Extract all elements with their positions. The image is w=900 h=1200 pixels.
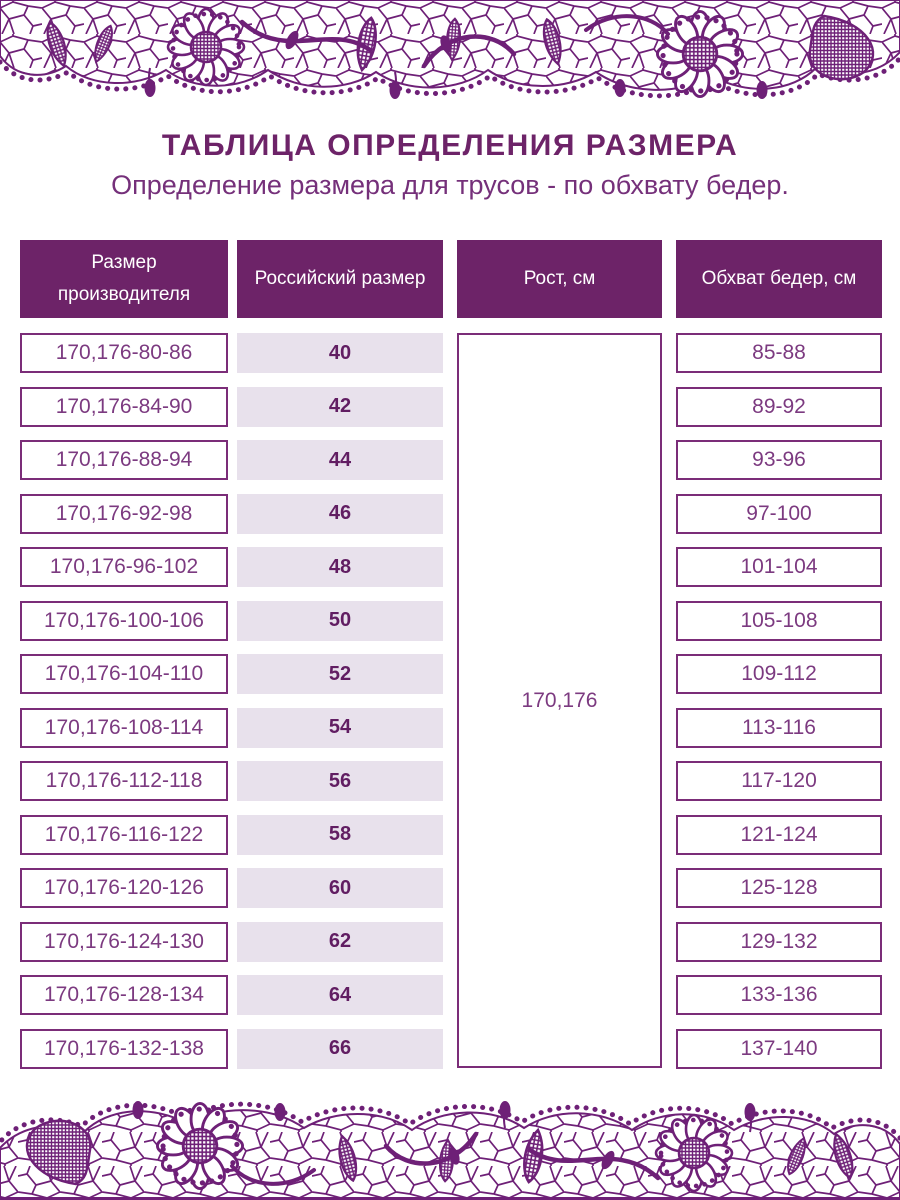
russian-size-cell: 66 bbox=[237, 1028, 443, 1069]
hips-cell: 113-116 bbox=[676, 707, 882, 748]
hips-cell: 117-120 bbox=[676, 761, 882, 801]
manufacturer-size-cell: 170,176-116-122 bbox=[20, 814, 228, 855]
russian-size-cell: 58 bbox=[237, 814, 443, 855]
russian-size-cell: 62 bbox=[237, 921, 443, 962]
page-subtitle: Определение размера для трусов - по обхв… bbox=[111, 170, 789, 200]
column-header-height: Рост, см bbox=[457, 240, 662, 318]
russian-size-cell: 54 bbox=[237, 707, 443, 748]
russian-size-cell: 56 bbox=[237, 761, 443, 801]
manufacturer-size-cell: 170,176-128-134 bbox=[20, 975, 228, 1015]
russian-size-cell: 42 bbox=[237, 386, 443, 427]
hips-cell: 125-128 bbox=[676, 868, 882, 908]
manufacturer-size-cell: 170,176-80-86 bbox=[20, 333, 228, 373]
hips-cell: 105-108 bbox=[676, 600, 882, 641]
russian-size-column: Российский размер 40 42 44 46 48 50 52 5… bbox=[237, 240, 443, 1069]
hips-rows: 85-88 89-92 93-96 97-100 101-104 105-108… bbox=[676, 333, 882, 1069]
column-header-russian-size: Российский размер bbox=[237, 240, 443, 318]
hips-cell: 93-96 bbox=[676, 440, 882, 480]
lace-border-bottom-image bbox=[0, 1098, 900, 1200]
manufacturer-size-cell: 170,176-96-102 bbox=[20, 547, 228, 587]
hips-cell: 129-132 bbox=[676, 921, 882, 962]
manufacturer-size-column: Размер производителя 170,176-80-86 170,1… bbox=[20, 240, 228, 1069]
manufacturer-size-cell: 170,176-108-114 bbox=[20, 707, 228, 748]
russian-size-cell: 64 bbox=[237, 975, 443, 1015]
russian-size-cell: 52 bbox=[237, 654, 443, 694]
hips-cell: 133-136 bbox=[676, 975, 882, 1015]
manufacturer-size-cell: 170,176-92-98 bbox=[20, 493, 228, 534]
manufacturer-size-cell: 170,176-100-106 bbox=[20, 600, 228, 641]
russian-size-cell: 60 bbox=[237, 868, 443, 908]
manufacturer-size-cell: 170,176-112-118 bbox=[20, 761, 228, 801]
manufacturer-size-cell: 170,176-124-130 bbox=[20, 921, 228, 962]
column-header-hips: Обхват бедер, см bbox=[676, 240, 882, 318]
hips-column: Обхват бедер, см 85-88 89-92 93-96 97-10… bbox=[676, 240, 882, 1069]
hips-cell: 85-88 bbox=[676, 333, 882, 373]
russian-size-cell: 46 bbox=[237, 493, 443, 534]
hips-cell: 101-104 bbox=[676, 547, 882, 587]
manufacturer-size-cell: 170,176-88-94 bbox=[20, 440, 228, 480]
column-header-manufacturer: Размер производителя bbox=[20, 240, 228, 318]
manufacturer-size-cell: 170,176-132-138 bbox=[20, 1028, 228, 1069]
hips-cell: 109-112 bbox=[676, 654, 882, 694]
russian-size-rows: 40 42 44 46 48 50 52 54 56 58 60 62 64 6… bbox=[237, 333, 443, 1069]
russian-size-cell: 44 bbox=[237, 440, 443, 480]
hips-cell: 137-140 bbox=[676, 1028, 882, 1069]
russian-size-cell: 50 bbox=[237, 600, 443, 641]
russian-size-cell: 48 bbox=[237, 547, 443, 587]
page-title: ТАБЛИЦА ОПРЕДЕЛЕНИЯ РАЗМЕРА bbox=[161, 129, 739, 162]
manufacturer-rows: 170,176-80-86 170,176-84-90 170,176-88-9… bbox=[20, 333, 228, 1069]
height-value-cell: 170,176 bbox=[457, 333, 662, 1068]
hips-cell: 121-124 bbox=[676, 814, 882, 855]
manufacturer-size-cell: 170,176-104-110 bbox=[20, 654, 228, 694]
height-column: Рост, см 170,176 bbox=[457, 240, 662, 1068]
manufacturer-size-cell: 170,176-84-90 bbox=[20, 386, 228, 427]
hips-cell: 89-92 bbox=[676, 386, 882, 427]
manufacturer-size-cell: 170,176-120-126 bbox=[20, 868, 228, 908]
lace-border-top-image bbox=[0, 0, 900, 102]
russian-size-cell: 40 bbox=[237, 333, 443, 373]
hips-cell: 97-100 bbox=[676, 493, 882, 534]
